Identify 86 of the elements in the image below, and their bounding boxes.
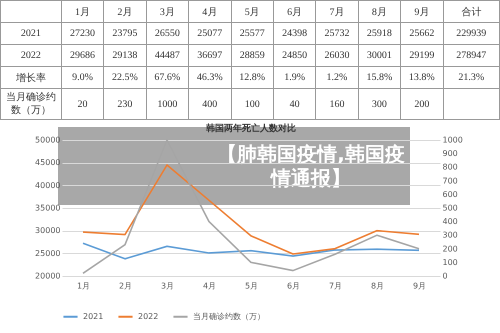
category-label: 1月 (75, 6, 90, 18)
data-label: 25077 (188, 22, 231, 44)
data-label: 25662 (400, 22, 444, 44)
data-label: 25577 (231, 22, 274, 44)
data-label: 29686 (61, 44, 104, 66)
text: 13.8% (400, 66, 444, 88)
data-label: 1000 (146, 88, 189, 120)
data-label: 26550 (146, 22, 189, 44)
y2-tick-label: 200 (442, 244, 458, 254)
text: 12.8% (231, 66, 274, 88)
y2-tick-label: 900 (442, 149, 458, 158)
y-tick-label: 20000 (35, 272, 60, 280)
x-tick-label: 4月 (202, 282, 216, 290)
data-label: 44487 (146, 44, 189, 66)
y2-tick-label: 300 (442, 230, 458, 240)
data-label: 230 (104, 88, 146, 120)
data-label: 29138 (104, 44, 146, 66)
text: 1.2% (316, 66, 358, 88)
category-label: 5月 (244, 6, 260, 18)
y-tick-label: 45000 (35, 158, 60, 168)
x-tick-label: 1月 (76, 282, 90, 290)
line-series (82, 164, 420, 255)
legend-label: 2022 (138, 312, 158, 321)
text: 21.3% (443, 66, 500, 88)
y-tick-label: 25000 (35, 248, 60, 258)
data-label: 23795 (104, 22, 146, 44)
y2-tick-label: 800 (442, 162, 458, 172)
legend-label: 当月确诊约数（万） (193, 312, 265, 321)
text: 增长率 (0, 66, 62, 88)
category-label: 6月 (287, 6, 302, 18)
text: 22.5% (104, 66, 146, 88)
line-series (82, 242, 420, 260)
data-label: 160 (316, 88, 358, 120)
y2-tick-label: 0 (442, 272, 448, 280)
x-tick-label: 7月 (328, 282, 342, 290)
text: 278947 (443, 44, 500, 66)
text: 15.8% (358, 66, 401, 88)
data-label: 400 (188, 88, 231, 120)
data-label: 24850 (273, 44, 316, 66)
data-label: 25732 (316, 22, 358, 44)
data-label: 29199 (400, 44, 444, 66)
data-label: 40 (273, 88, 316, 120)
category-label: 9月 (414, 6, 430, 18)
y-tick-label: 35000 (35, 204, 60, 212)
data-label: 28859 (231, 44, 274, 66)
category-label: 4月 (202, 6, 218, 18)
x-tick-label: 8月 (370, 282, 384, 290)
category-label: 8月 (372, 6, 387, 18)
text: 46.3% (188, 66, 231, 88)
x-tick-label: 6月 (286, 282, 300, 290)
text: 67.6% (146, 66, 189, 88)
y-tick-label: 30000 (35, 226, 60, 236)
legend-label: 2021 (83, 312, 104, 321)
text: 229939 (443, 22, 500, 44)
data-label: 36697 (188, 44, 231, 66)
category-label: 7月 (329, 6, 344, 18)
y2-tick-label: 600 (442, 190, 458, 199)
category-label: 2月 (117, 6, 132, 18)
line-series (82, 139, 420, 274)
x-tick-label: 2月 (118, 282, 132, 290)
text: 1.9% (273, 66, 316, 88)
y-tick-label: 40000 (35, 180, 60, 190)
x-tick-label: 5月 (244, 282, 258, 290)
text: 2021 (20, 28, 41, 39)
category-label: 3月 (160, 6, 175, 18)
text: 9.0% (61, 66, 104, 88)
data-label: 26030 (316, 44, 358, 66)
y2-tick-label: 100 (442, 258, 458, 267)
data-label: 100 (231, 88, 274, 120)
data-label: 24398 (273, 22, 316, 44)
y2-tick-label: 700 (442, 176, 458, 186)
data-label: 30001 (358, 44, 401, 66)
data-label: 27230 (61, 22, 104, 44)
data-label: 300 (358, 88, 401, 120)
data-label: 200 (400, 88, 444, 120)
y-tick-label: 50000 (35, 136, 60, 144)
data-label: 20 (61, 88, 104, 120)
data-label: 25918 (358, 22, 401, 44)
text: 2022 (20, 50, 41, 61)
x-tick-label: 9月 (412, 282, 426, 290)
x-tick-label: 3月 (160, 282, 174, 290)
text: 合计 (443, 0, 500, 22)
y2-tick-label: 1000 (442, 136, 463, 144)
y2-tick-label: 500 (442, 204, 458, 212)
text: 当月确诊约数（万） (6, 92, 56, 116)
y2-tick-label: 400 (442, 217, 458, 226)
